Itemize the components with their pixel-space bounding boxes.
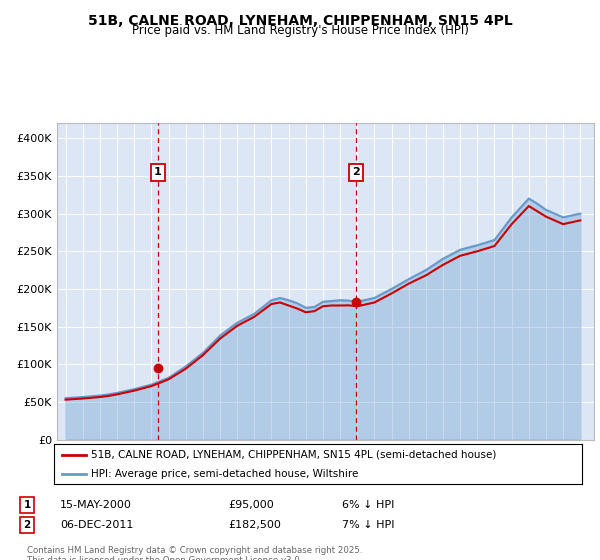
Text: 2: 2 [23,520,31,530]
Text: Contains HM Land Registry data © Crown copyright and database right 2025.
This d: Contains HM Land Registry data © Crown c… [27,546,362,560]
Text: 51B, CALNE ROAD, LYNEHAM, CHIPPENHAM, SN15 4PL: 51B, CALNE ROAD, LYNEHAM, CHIPPENHAM, SN… [88,14,512,28]
Text: 7% ↓ HPI: 7% ↓ HPI [342,520,395,530]
Text: 2: 2 [352,167,360,178]
Text: 06-DEC-2011: 06-DEC-2011 [60,520,133,530]
Text: 1: 1 [23,500,31,510]
Text: 51B, CALNE ROAD, LYNEHAM, CHIPPENHAM, SN15 4PL (semi-detached house): 51B, CALNE ROAD, LYNEHAM, CHIPPENHAM, SN… [91,450,496,460]
Text: 15-MAY-2000: 15-MAY-2000 [60,500,132,510]
Text: £95,000: £95,000 [228,500,274,510]
Text: 6% ↓ HPI: 6% ↓ HPI [342,500,394,510]
Text: Price paid vs. HM Land Registry's House Price Index (HPI): Price paid vs. HM Land Registry's House … [131,24,469,37]
Text: £182,500: £182,500 [228,520,281,530]
Text: 1: 1 [154,167,161,178]
Text: HPI: Average price, semi-detached house, Wiltshire: HPI: Average price, semi-detached house,… [91,469,358,478]
